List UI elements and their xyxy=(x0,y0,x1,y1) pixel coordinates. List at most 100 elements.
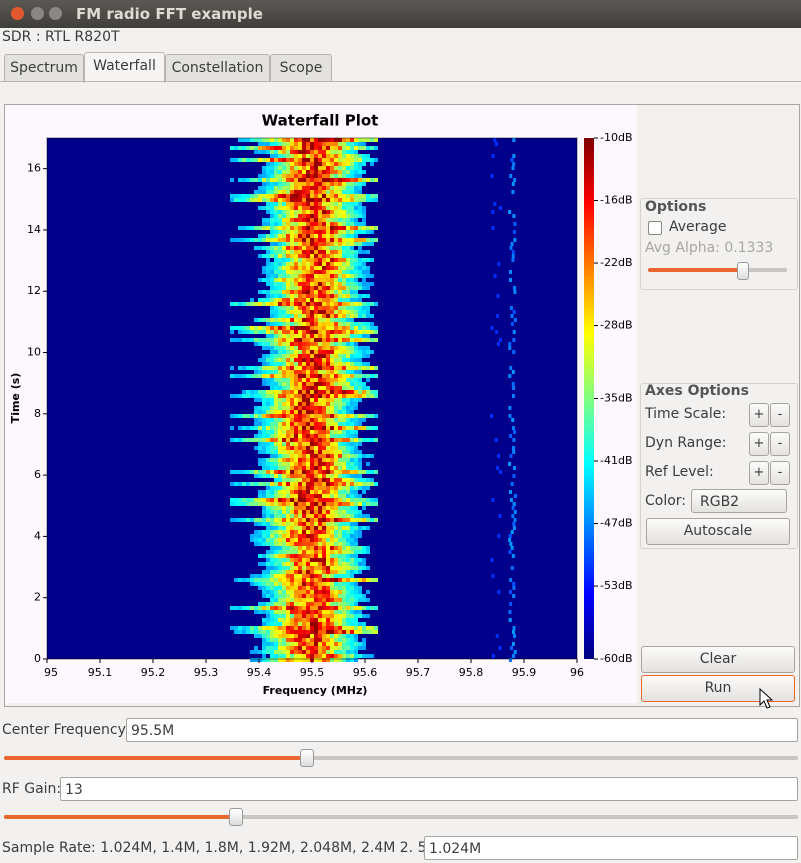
heatmap-cell xyxy=(274,154,278,158)
heatmap-cell xyxy=(286,150,290,154)
clear-button[interactable]: Clear xyxy=(641,646,795,673)
heatmap-cell xyxy=(366,438,370,442)
heatmap-cell xyxy=(318,482,322,486)
heatmap-cell xyxy=(342,190,346,194)
heatmap-cell xyxy=(278,298,282,302)
heatmap-cell xyxy=(358,610,362,614)
heatmap-cell xyxy=(238,502,242,506)
heatmap-cell xyxy=(330,282,334,286)
heatmap-cell xyxy=(322,146,326,150)
heatmap-cell xyxy=(306,246,310,250)
heatmap-cell xyxy=(258,190,262,194)
heatmap-cell xyxy=(314,454,318,458)
color-combo[interactable]: RGB2 xyxy=(691,489,787,513)
autoscale-button[interactable]: Autoscale xyxy=(646,518,790,545)
heatmap-cell xyxy=(499,338,503,342)
tab[interactable]: Waterfall xyxy=(84,52,165,83)
heatmap-cell xyxy=(278,218,282,222)
heatmap-cell xyxy=(366,306,370,310)
heatmap-cell xyxy=(326,578,330,582)
heatmap-cell xyxy=(354,266,358,270)
heatmap-cell xyxy=(294,370,298,374)
heatmap-cell xyxy=(250,394,254,398)
heatmap-cell xyxy=(310,338,314,342)
heatmap-cell xyxy=(326,170,330,174)
heatmap-cell xyxy=(258,534,262,538)
heatmap-cell xyxy=(266,562,270,566)
heatmap-cell xyxy=(294,530,298,534)
heatmap-cell xyxy=(314,506,318,510)
heatmap-cell xyxy=(334,190,338,194)
heatmap-cell xyxy=(266,658,270,662)
tab[interactable]: Scope xyxy=(270,54,332,81)
heatmap-cell xyxy=(310,634,314,638)
text-input[interactable]: 1.024M xyxy=(424,836,798,860)
heatmap-cell xyxy=(346,618,350,622)
heatmap-cell xyxy=(334,146,338,150)
heatmap-cell xyxy=(512,330,516,334)
close-button[interactable] xyxy=(11,7,24,20)
heatmap-cell xyxy=(350,322,354,326)
heatmap-cell xyxy=(270,430,274,434)
heatmap-cell xyxy=(318,526,322,530)
heatmap-cell xyxy=(278,314,282,318)
heatmap-cell xyxy=(314,346,318,350)
heatmap-cell xyxy=(322,214,326,218)
tab[interactable]: Constellation xyxy=(165,54,270,81)
heatmap-cell xyxy=(278,166,282,170)
heatmap-cell xyxy=(278,270,282,274)
heatmap-cell xyxy=(294,250,298,254)
slider-handle[interactable] xyxy=(229,808,243,826)
maximize-button[interactable] xyxy=(49,7,62,20)
heatmap-cell xyxy=(330,378,334,382)
heatmap-cell xyxy=(374,198,378,202)
decrement-button[interactable]: - xyxy=(770,461,790,485)
heatmap-cell xyxy=(306,646,310,650)
heatmap-cell xyxy=(310,142,314,146)
heatmap-cell xyxy=(270,554,274,558)
heatmap-cell xyxy=(282,342,286,346)
heatmap-cell xyxy=(306,622,310,626)
heatmap-cell xyxy=(342,446,346,450)
heatmap-cell xyxy=(242,330,246,334)
decrement-button[interactable]: - xyxy=(770,432,790,456)
heatmap-cell xyxy=(366,598,370,602)
heatmap-cell xyxy=(350,138,354,142)
heatmap-cell xyxy=(302,434,306,438)
heatmap-cell xyxy=(266,594,270,598)
heatmap-cell xyxy=(294,202,298,206)
heatmap-cell xyxy=(374,630,378,634)
heatmap-cell xyxy=(314,534,318,538)
slider-handle[interactable] xyxy=(737,262,749,280)
heatmap-cell xyxy=(298,198,302,202)
tab[interactable]: Spectrum xyxy=(4,54,84,81)
heatmap-cell xyxy=(294,358,298,362)
heatmap-cell xyxy=(326,350,330,354)
increment-button[interactable]: + xyxy=(749,461,769,485)
increment-button[interactable]: + xyxy=(749,432,769,456)
checkbox[interactable] xyxy=(648,221,662,235)
heatmap-cell xyxy=(286,166,290,170)
heatmap-cell xyxy=(370,242,374,246)
heatmap-cell xyxy=(274,574,278,578)
heatmap-cell xyxy=(298,642,302,646)
heatmap-cell xyxy=(298,390,302,394)
text-input[interactable]: 13 xyxy=(60,777,798,801)
heatmap-cell xyxy=(314,482,318,486)
heatmap-cell xyxy=(366,178,370,182)
heatmap-cell xyxy=(298,634,302,638)
minimize-button[interactable] xyxy=(31,7,44,20)
heatmap-cell xyxy=(318,442,322,446)
increment-button[interactable]: + xyxy=(749,403,769,427)
heatmap-cell xyxy=(326,414,330,418)
heatmap-cell xyxy=(350,206,354,210)
heatmap-cell xyxy=(270,166,274,170)
slider-handle[interactable] xyxy=(300,749,314,767)
heatmap-cell xyxy=(314,458,318,462)
heatmap-cell xyxy=(322,502,326,506)
heatmap-cell xyxy=(326,174,330,178)
text-input[interactable]: 95.5M xyxy=(126,718,798,742)
decrement-button[interactable]: - xyxy=(770,403,790,427)
heatmap-cell xyxy=(362,514,366,518)
heatmap-cell xyxy=(266,182,270,186)
